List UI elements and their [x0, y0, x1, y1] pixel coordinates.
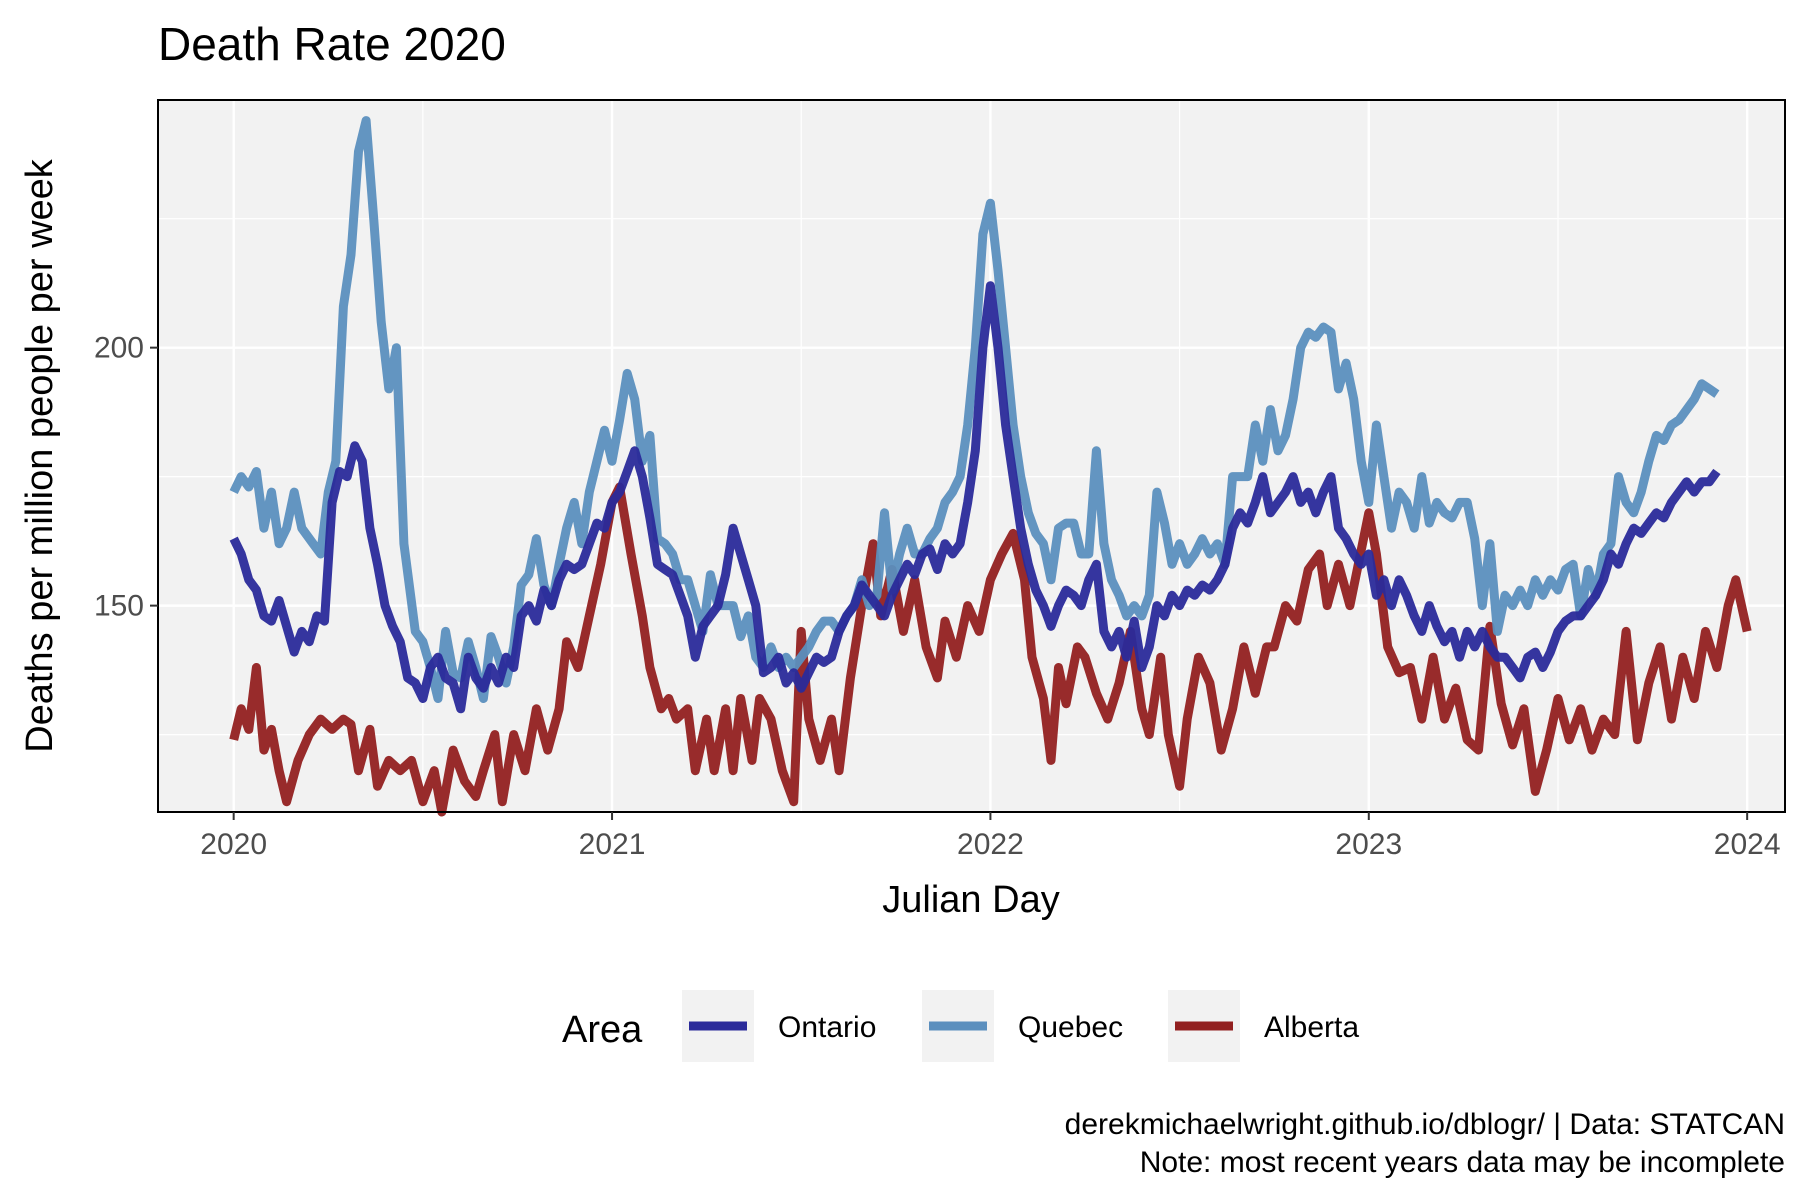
- y-axis-title: Deaths per million people per week: [19, 158, 61, 753]
- plot-border: [157, 99, 1786, 813]
- y-tick-label-0: 150: [94, 590, 144, 623]
- y-tick-label-1: 200: [94, 332, 144, 365]
- y-axis: 150 200: [94, 332, 158, 623]
- legend-label-ontario: Ontario: [778, 1011, 876, 1044]
- chart-title: Death Rate 2020: [158, 18, 506, 70]
- x-axis: 2020 2021 2022 2023 2024: [200, 812, 1781, 861]
- x-tick-label-3: 2023: [1335, 828, 1402, 861]
- legend-label-alberta: Alberta: [1264, 1011, 1359, 1044]
- legend: Area Ontario Quebec Alberta: [562, 990, 1359, 1062]
- legend-title: Area: [562, 1009, 643, 1051]
- legend-label-quebec: Quebec: [1018, 1011, 1123, 1044]
- series-line-alberta: [229, 482, 1752, 817]
- x-axis-title: Julian Day: [882, 879, 1059, 921]
- x-tick-label-1: 2021: [579, 828, 646, 861]
- caption-line-1: derekmichaelwright.github.io/dblogr/ | D…: [1065, 1108, 1785, 1141]
- series-line-ontario: [229, 281, 1721, 714]
- x-tick-label-2: 2022: [957, 828, 1024, 861]
- series-layer: [229, 116, 1752, 817]
- caption-line-2: Note: most recent years data may be inco…: [1140, 1146, 1785, 1179]
- x-tick-label-0: 2020: [200, 828, 267, 861]
- x-tick-label-4: 2024: [1714, 828, 1781, 861]
